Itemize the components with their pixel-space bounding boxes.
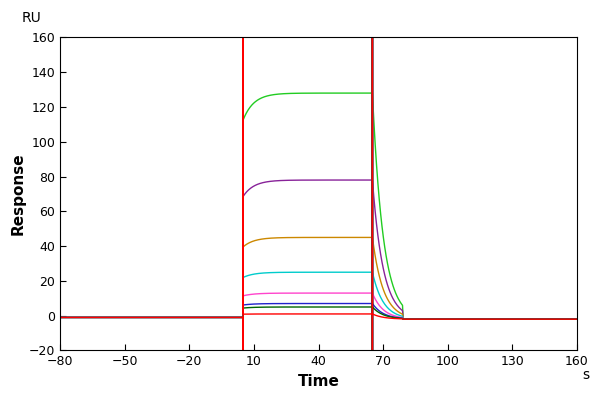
Text: s: s xyxy=(582,368,589,382)
X-axis label: Time: Time xyxy=(298,374,340,389)
Text: RU: RU xyxy=(22,11,41,25)
Y-axis label: Response: Response xyxy=(11,153,26,235)
